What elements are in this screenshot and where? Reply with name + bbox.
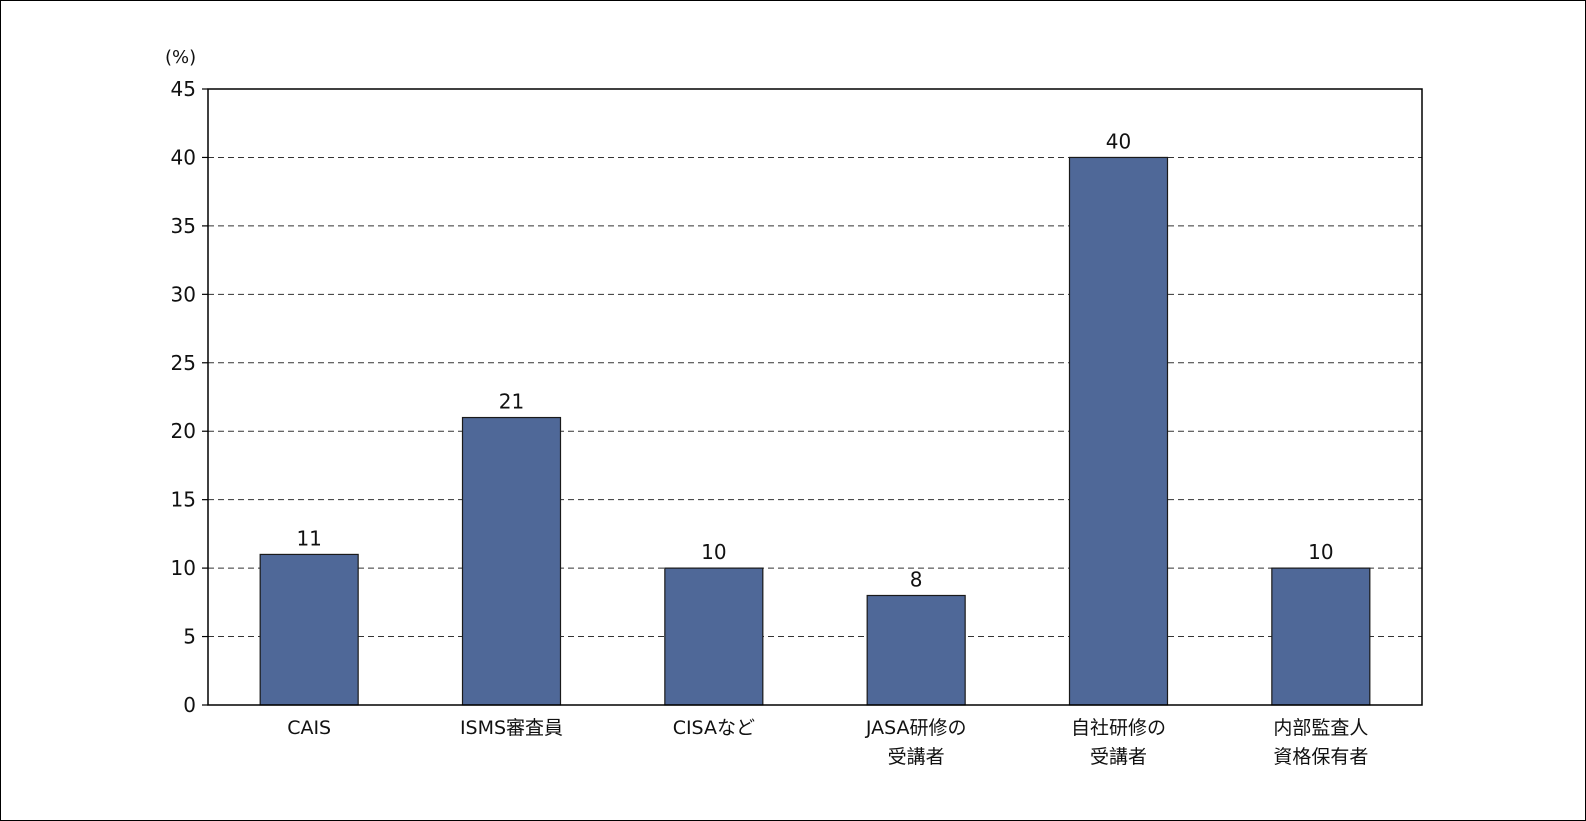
bar bbox=[259, 553, 359, 706]
y-tick-label: 20 bbox=[171, 419, 196, 443]
bar bbox=[1271, 567, 1371, 706]
y-tick-label: 0 bbox=[183, 693, 196, 717]
y-tick-label: 40 bbox=[171, 145, 196, 169]
y-tick-label: 30 bbox=[171, 282, 196, 306]
y-tick-label: 15 bbox=[171, 488, 196, 512]
gridlines bbox=[208, 156, 1422, 638]
bar-value-label: 21 bbox=[499, 390, 524, 414]
bar bbox=[664, 567, 764, 706]
bar bbox=[1068, 156, 1169, 706]
y-axis-unit-label: (%) bbox=[165, 47, 196, 68]
x-category-label: ISMS審査員 bbox=[460, 717, 563, 739]
x-category-label: 内部監査人 bbox=[1273, 717, 1368, 739]
y-tick-label: 25 bbox=[171, 351, 196, 375]
x-category-label: JASA研修の bbox=[865, 717, 967, 739]
x-category-label: CAIS bbox=[287, 717, 331, 739]
x-category-label: 受講者 bbox=[1090, 746, 1147, 768]
bar-value-label: 10 bbox=[1308, 540, 1333, 564]
x-category-label: 自社研修の bbox=[1071, 717, 1166, 739]
plot-area-border bbox=[207, 88, 1423, 706]
bar-value-label: 11 bbox=[296, 526, 321, 550]
x-category-label: 受講者 bbox=[888, 746, 945, 768]
data-labels: 11 21 10 8 40 10 bbox=[296, 129, 1333, 591]
y-tick-label: 35 bbox=[171, 214, 196, 238]
y-axis-ticks: 0 5 10 15 20 25 30 35 40 45 bbox=[171, 77, 208, 717]
y-tick-label: 45 bbox=[171, 77, 196, 101]
bar-value-label: 40 bbox=[1106, 129, 1131, 153]
y-tick-label: 10 bbox=[171, 556, 196, 580]
x-axis-labels: CAIS ISMS審査員 CISAなど JASA研修の受講者自社研修の受講者内部監査人… bbox=[287, 717, 1368, 768]
bar bbox=[461, 416, 562, 706]
x-category-label: 資格保有者 bbox=[1273, 746, 1368, 768]
bar-value-label: 8 bbox=[910, 567, 923, 591]
y-tick-label: 5 bbox=[183, 625, 196, 649]
bar-value-label: 10 bbox=[701, 540, 726, 564]
bars bbox=[259, 156, 1371, 706]
x-category-label: CISAなど bbox=[673, 717, 755, 739]
bar bbox=[866, 594, 966, 706]
